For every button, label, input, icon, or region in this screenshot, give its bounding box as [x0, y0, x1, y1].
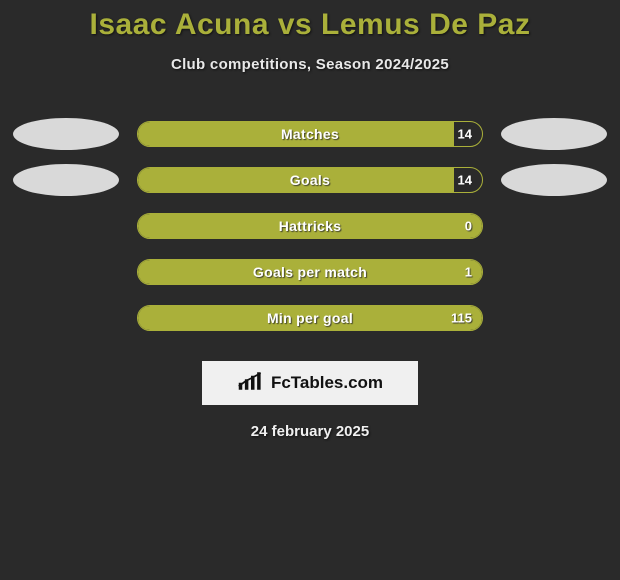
- stat-row: Goals 14: [0, 157, 620, 203]
- page-title: Isaac Acuna vs Lemus De Paz: [0, 0, 620, 42]
- right-disc: [501, 118, 607, 150]
- stat-bar: Goals per match 1: [137, 259, 483, 285]
- stat-bar: Matches 14: [137, 121, 483, 147]
- stat-bar: Goals 14: [137, 167, 483, 193]
- stat-bar: Min per goal 115: [137, 305, 483, 331]
- stat-row: Goals per match 1: [0, 249, 620, 295]
- brand-text: FcTables.com: [271, 373, 383, 393]
- brand-prefix: Fc: [271, 373, 291, 392]
- stat-value: 1: [465, 265, 472, 280]
- stat-row: Hattricks 0: [0, 203, 620, 249]
- stat-value: 115: [451, 311, 472, 326]
- stat-rows: Matches 14 Goals 14 Hattricks 0 Goals per matc…: [0, 111, 620, 341]
- stat-label: Min per goal: [267, 310, 353, 326]
- brand-badge: FcTables.com: [202, 361, 418, 405]
- stat-row: Min per goal 115: [0, 295, 620, 341]
- date-text: 24 february 2025: [0, 423, 620, 440]
- stat-label: Goals: [290, 172, 330, 188]
- stat-label: Goals per match: [253, 264, 367, 280]
- left-disc: [13, 118, 119, 150]
- right-disc: [501, 164, 607, 196]
- stat-value: 14: [458, 173, 472, 188]
- comparison-infographic: Isaac Acuna vs Lemus De Paz Club competi…: [0, 0, 620, 580]
- stat-bar: Hattricks 0: [137, 213, 483, 239]
- stat-value: 0: [465, 219, 472, 234]
- left-disc: [13, 164, 119, 196]
- brand-suffix: Tables.com: [291, 373, 383, 392]
- chart-icon: [237, 370, 265, 397]
- stat-value: 14: [458, 127, 472, 142]
- stat-label: Matches: [281, 126, 339, 142]
- stat-row: Matches 14: [0, 111, 620, 157]
- subtitle: Club competitions, Season 2024/2025: [0, 56, 620, 73]
- stat-label: Hattricks: [279, 218, 342, 234]
